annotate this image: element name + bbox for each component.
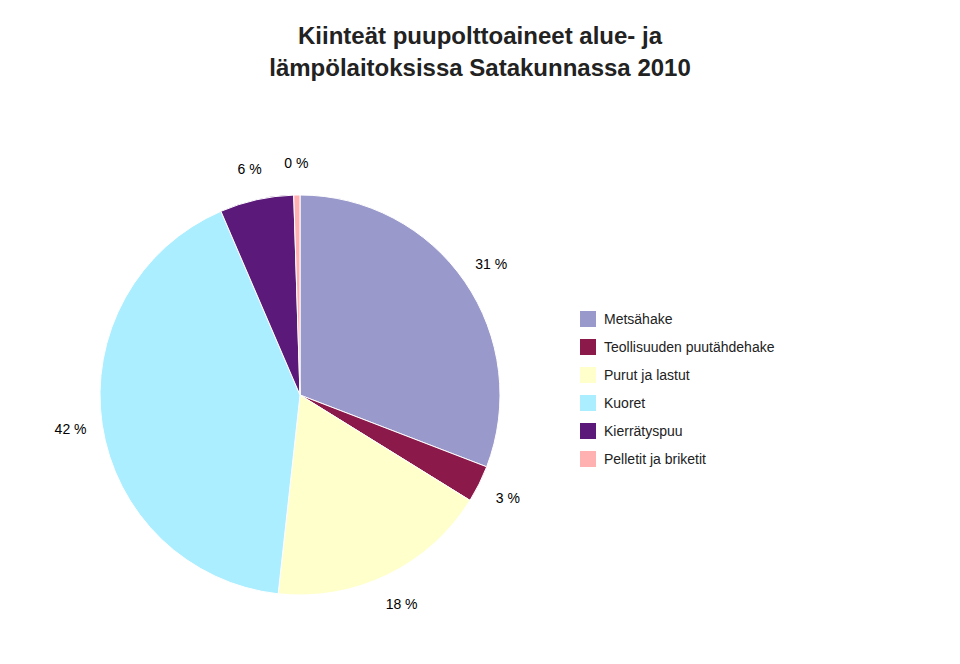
legend-swatch [580,339,596,355]
legend-item: Kuoret [580,395,645,411]
legend-swatch [580,451,596,467]
data-label: 31 % [475,256,507,272]
subtitle: lämpölaitoksissa Satakunnassa 2010 [269,54,691,81]
data-label: 18 % [386,596,418,612]
legend-label: Kuoret [604,395,645,411]
legend-item: Purut ja lastut [580,367,690,383]
legend-swatch [580,311,596,327]
legend: Metsähake Teollisuuden puutähdehake Purut … [580,311,775,467]
pie: 31 % 3 % 18 % 42 % 6 % 0 % [55,155,520,612]
chart: Kiinteät puupolttoaineet alue- ja lämpöla… [0,0,960,664]
legend-label: Purut ja lastut [604,367,690,383]
legend-swatch [580,423,596,439]
slice [278,395,470,595]
legend-label: Pelletit ja briketit [604,451,706,467]
slice [294,195,300,395]
legend-item: Teollisuuden puutähdehake [580,339,775,355]
legend-label: Kierrätyspuu [604,423,683,439]
legend-label: Teollisuuden puutähdehake [604,339,775,355]
data-label: 3 % [496,490,520,506]
data-label: 6 % [238,161,262,177]
legend-item: Kierrätyspuu [580,423,683,439]
legend-swatch [580,395,596,411]
legend-item: Metsähake [580,311,673,327]
legend-swatch [580,367,596,383]
legend-label: Metsähake [604,311,673,327]
title: Kiinteät puupolttoaineet alue- ja [298,22,663,49]
slice [221,195,300,395]
data-label: 42 % [55,421,87,437]
legend-item: Pelletit ja briketit [580,451,706,467]
data-label: 0 % [284,155,308,171]
